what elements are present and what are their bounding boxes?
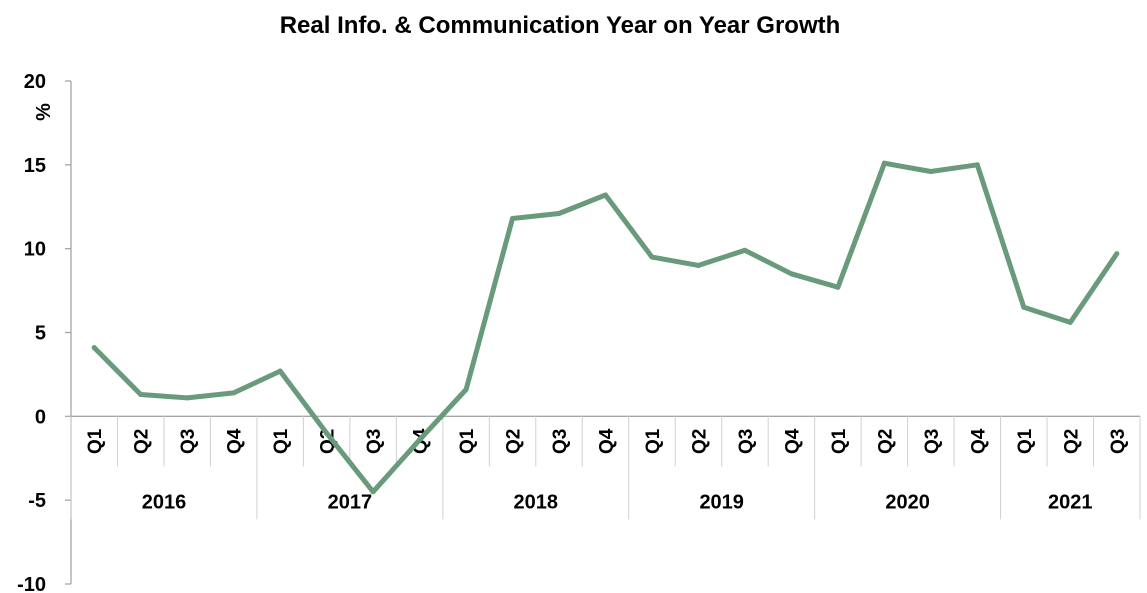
data-point bbox=[1067, 319, 1073, 325]
y-tick-label: 15 bbox=[24, 155, 46, 177]
quarter-label: Q3 bbox=[736, 429, 757, 454]
quarter-label: Q2 bbox=[875, 429, 896, 454]
y-tick-label: 5 bbox=[35, 323, 46, 345]
quarter-label: Q1 bbox=[85, 428, 106, 454]
quarter-label: Q4 bbox=[597, 428, 618, 454]
quarter-label: Q1 bbox=[457, 428, 478, 454]
quarter-label: Q2 bbox=[689, 429, 710, 454]
quarter-label: Q3 bbox=[178, 429, 199, 454]
data-point bbox=[324, 430, 330, 436]
year-label: 2018 bbox=[514, 491, 559, 513]
data-point bbox=[463, 387, 469, 393]
data-point bbox=[603, 192, 608, 198]
axes: -10 -5 0 5 10 15 20 bbox=[17, 71, 1140, 593]
y-tick-label: -10 bbox=[17, 574, 46, 593]
quarter-label: Q2 bbox=[318, 429, 339, 454]
data-point bbox=[1114, 251, 1120, 257]
quarter-label: Q4 bbox=[782, 428, 803, 454]
data-point bbox=[91, 345, 97, 351]
year-label: 2017 bbox=[328, 491, 373, 513]
data-point bbox=[835, 284, 841, 290]
data-point bbox=[788, 271, 794, 277]
quarter-label: Q1 bbox=[829, 428, 850, 454]
data-point bbox=[370, 489, 376, 495]
y-tick-label: 0 bbox=[35, 406, 46, 428]
y-tick-label: -5 bbox=[28, 490, 46, 512]
data-point bbox=[928, 169, 934, 175]
quarter-label: Q2 bbox=[504, 429, 525, 454]
data-point bbox=[277, 368, 283, 374]
data-point bbox=[974, 162, 980, 168]
quarter-label: Q4 bbox=[225, 428, 246, 454]
y-axis-label: % bbox=[33, 103, 55, 121]
year-label: 2019 bbox=[699, 491, 744, 513]
year-label: 2020 bbox=[885, 491, 930, 513]
data-point bbox=[649, 254, 655, 260]
data-point bbox=[742, 247, 748, 253]
quarter-label: Q3 bbox=[1108, 429, 1129, 454]
data-point bbox=[184, 395, 190, 401]
data-point bbox=[695, 262, 701, 268]
quarter-label: Q3 bbox=[922, 429, 943, 454]
y-tick-label: 20 bbox=[24, 71, 46, 93]
category-axis: Q1Q2Q3Q4Q1Q2Q3Q4Q1Q2Q3Q4Q1Q2Q3Q4Q1Q2Q3Q4… bbox=[70, 416, 1141, 520]
data-point bbox=[417, 437, 423, 443]
year-label: 2021 bbox=[1048, 491, 1093, 513]
data-point bbox=[881, 160, 887, 166]
quarter-label: Q1 bbox=[271, 428, 292, 454]
quarter-label: Q1 bbox=[643, 428, 664, 454]
quarter-label: Q3 bbox=[550, 429, 571, 454]
quarter-label: Q2 bbox=[1061, 429, 1082, 454]
data-point bbox=[556, 210, 562, 216]
quarter-label: Q3 bbox=[364, 429, 385, 454]
data-point bbox=[231, 390, 237, 396]
year-label: 2016 bbox=[142, 491, 187, 513]
quarter-label: Q1 bbox=[1015, 428, 1036, 454]
quarter-label: Q2 bbox=[132, 429, 153, 454]
data-point bbox=[510, 215, 516, 221]
data-point bbox=[1021, 304, 1027, 310]
y-tick-label: 10 bbox=[24, 239, 46, 261]
chart-title: Real Info. & Communication Year on Year … bbox=[279, 12, 841, 39]
series-layer bbox=[91, 160, 1120, 495]
data-point bbox=[138, 392, 144, 398]
quarter-label: Q4 bbox=[968, 428, 989, 454]
